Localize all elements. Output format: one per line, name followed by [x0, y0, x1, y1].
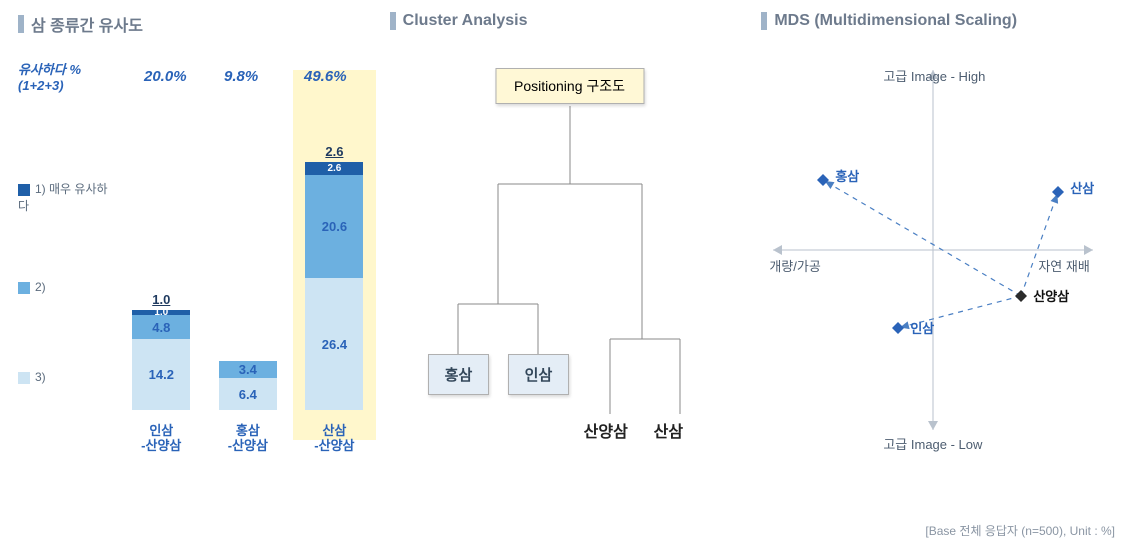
- panel3-title: MDS (Multidimensional Scaling): [761, 12, 1121, 30]
- legend-swatch: [18, 372, 30, 384]
- panel2-title: Cluster Analysis: [390, 12, 750, 30]
- bar-column: 2.62.620.626.4산삼-산양삼: [301, 110, 368, 410]
- bar-xlabel: 홍삼-산양삼: [215, 423, 282, 454]
- bar-top-value: 2.6: [305, 144, 363, 159]
- panel-similarity: 삼 종류간 유사도 유사하다 %(1+2+3) 1) 매우 유사하다 2) 3) 1…: [18, 12, 378, 535]
- dendro-root-box: Positioning 구조도: [495, 68, 644, 104]
- legend-swatch: [18, 282, 30, 294]
- mds-point-label: 산삼: [1070, 178, 1094, 197]
- mds-point-label: 산양삼: [1033, 286, 1069, 305]
- mds-point-label: 홍삼: [835, 166, 859, 185]
- title-bar-icon: [18, 15, 24, 33]
- bar-xlabel: 인삼-산양삼: [128, 423, 195, 454]
- dendro-leaf-text: 산삼: [654, 418, 683, 442]
- axis-label-bottom: 고급 Image - Low: [883, 434, 982, 453]
- mds-point-label: 인삼: [910, 318, 934, 337]
- axis-label-left: 개량/가공: [769, 256, 820, 275]
- panel1-title: 삼 종류간 유사도: [18, 12, 378, 36]
- bar-segment: 6.4: [219, 378, 277, 410]
- panel-cluster: Cluster Analysis Positioning 구조도 홍삼 인삼산양삼…: [390, 12, 750, 535]
- legend-item: 1) 매우 유사하다: [18, 180, 118, 214]
- bar-column: 3.46.4홍삼-산양삼: [215, 110, 282, 410]
- dendro-leaf-box: 홍삼: [428, 354, 490, 395]
- dendrogram: Positioning 구조도 홍삼 인삼산양삼 산삼: [390, 44, 750, 474]
- bar-segment: 3.4: [219, 361, 277, 378]
- dendro-leaf-text: 산양삼: [584, 418, 628, 442]
- sum-value: 20.0%: [144, 68, 187, 85]
- panel1-title-text: 삼 종류간 유사도: [31, 12, 143, 36]
- panel2-title-text: Cluster Analysis: [403, 12, 528, 30]
- legend-swatch: [18, 184, 30, 196]
- legend-item: 3): [18, 370, 118, 384]
- bar-segment: 20.6: [305, 175, 363, 278]
- bar-segment: 14.2: [132, 339, 190, 410]
- panel3-title-text: MDS (Multidimensional Scaling): [774, 12, 1017, 30]
- dendro-leaf-box: 인삼: [508, 354, 570, 395]
- axis-label-right: 자연 재배: [1038, 256, 1089, 275]
- bar-chart: 유사하다 %(1+2+3) 1) 매우 유사하다2)3) 1.01.04.814…: [18, 50, 378, 480]
- axis-label-top: 고급 Image - High: [883, 66, 985, 85]
- bar-segment: 26.4: [305, 278, 363, 410]
- mds-plot: 고급 Image - High 고급 Image - Low 개량/가공 자연 재배 홍…: [761, 44, 1121, 474]
- bar-xlabel: 산삼-산양삼: [301, 423, 368, 454]
- bar-top-value: 1.0: [132, 292, 190, 307]
- title-bar-icon: [390, 12, 396, 30]
- bar-segment: 2.6: [305, 162, 363, 175]
- bar-column: 1.01.04.814.2인삼-산양삼: [128, 110, 195, 410]
- legend-item: 2): [18, 280, 118, 294]
- bar-segment: 4.8: [132, 315, 190, 339]
- footnote: [Base 전체 응답자 (n=500), Unit : %]: [925, 522, 1115, 539]
- panel-mds: MDS (Multidimensional Scaling) 고급 Image …: [761, 12, 1121, 535]
- sum-value: 49.6%: [304, 68, 347, 85]
- title-bar-icon: [761, 12, 767, 30]
- sum-value: 9.8%: [224, 68, 258, 85]
- sum-row-label: 유사하다 %(1+2+3): [18, 62, 108, 95]
